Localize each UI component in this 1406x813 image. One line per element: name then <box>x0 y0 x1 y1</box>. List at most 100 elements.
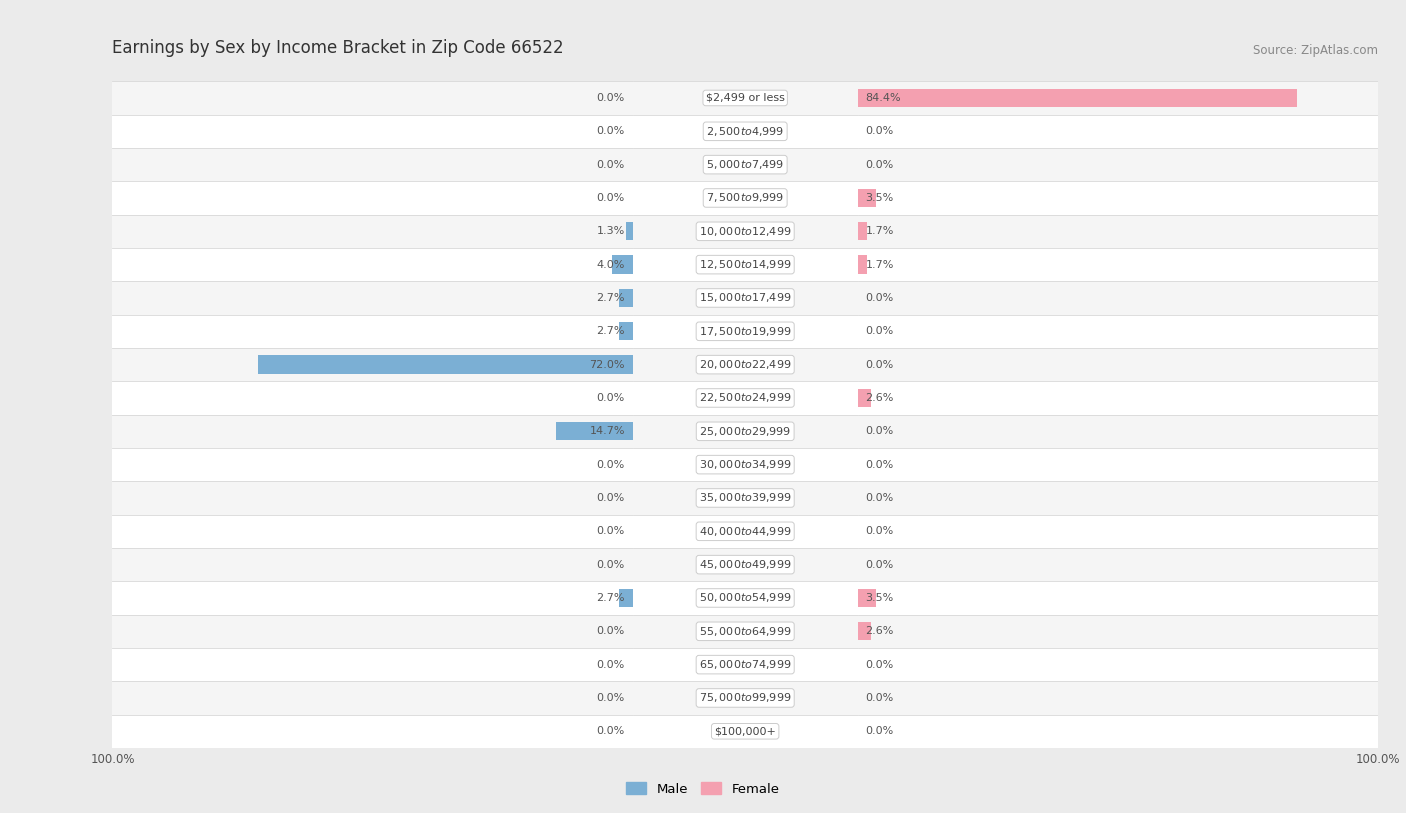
Bar <box>745 648 858 681</box>
Bar <box>627 615 633 648</box>
Bar <box>858 181 1378 215</box>
Bar <box>633 81 858 115</box>
Bar <box>745 281 858 315</box>
Bar <box>858 148 1378 181</box>
Bar <box>858 189 876 207</box>
Text: 2.6%: 2.6% <box>866 393 894 403</box>
Bar <box>112 448 633 481</box>
Bar <box>627 515 633 548</box>
Bar <box>627 248 633 281</box>
Text: $10,000 to $12,499: $10,000 to $12,499 <box>699 225 792 237</box>
Bar <box>858 389 872 407</box>
Text: 1.7%: 1.7% <box>866 226 894 237</box>
Text: 2.6%: 2.6% <box>866 626 894 637</box>
Text: 2.7%: 2.7% <box>596 293 624 303</box>
Bar <box>858 415 1378 448</box>
Text: 0.0%: 0.0% <box>866 693 894 703</box>
Bar <box>745 248 858 281</box>
Bar <box>745 715 858 748</box>
Bar <box>858 581 1378 615</box>
Bar <box>858 481 1378 515</box>
Text: 0.0%: 0.0% <box>866 659 894 670</box>
Text: $30,000 to $34,999: $30,000 to $34,999 <box>699 459 792 471</box>
Text: $7,500 to $9,999: $7,500 to $9,999 <box>706 192 785 204</box>
Bar <box>858 348 1378 381</box>
Bar <box>633 381 858 415</box>
Bar <box>858 581 863 615</box>
Bar <box>112 315 633 348</box>
Bar <box>633 715 858 748</box>
Bar <box>626 222 633 241</box>
Bar <box>858 89 1296 107</box>
Bar <box>745 615 858 648</box>
Bar <box>633 481 858 515</box>
Bar <box>627 415 633 448</box>
Bar <box>858 381 863 415</box>
Bar <box>627 715 633 748</box>
Text: 0.0%: 0.0% <box>596 559 624 570</box>
Bar <box>745 348 858 381</box>
Text: $5,000 to $7,499: $5,000 to $7,499 <box>706 159 785 171</box>
Bar <box>112 648 633 681</box>
Bar <box>633 515 858 548</box>
Text: 0.0%: 0.0% <box>596 159 624 170</box>
Text: $12,500 to $14,999: $12,500 to $14,999 <box>699 259 792 271</box>
Text: 4.0%: 4.0% <box>596 259 624 270</box>
Bar <box>633 215 858 248</box>
Text: $2,499 or less: $2,499 or less <box>706 93 785 103</box>
Bar <box>858 715 1378 748</box>
Bar <box>858 481 863 515</box>
Bar <box>858 81 863 115</box>
Bar <box>112 581 633 615</box>
Text: 14.7%: 14.7% <box>589 426 624 437</box>
Bar <box>858 255 866 274</box>
Bar <box>858 115 863 148</box>
Text: $15,000 to $17,499: $15,000 to $17,499 <box>699 292 792 304</box>
Bar <box>627 448 633 481</box>
Bar <box>858 222 866 241</box>
Bar <box>858 315 863 348</box>
Bar <box>745 148 858 181</box>
Text: Earnings by Sex by Income Bracket in Zip Code 66522: Earnings by Sex by Income Bracket in Zip… <box>112 39 564 57</box>
Text: $22,500 to $24,999: $22,500 to $24,999 <box>699 392 792 404</box>
Bar <box>858 348 863 381</box>
Text: 0.0%: 0.0% <box>596 93 624 103</box>
Bar <box>858 715 863 748</box>
Text: Source: ZipAtlas.com: Source: ZipAtlas.com <box>1253 44 1378 57</box>
Bar <box>633 281 858 315</box>
Bar <box>745 481 858 515</box>
Text: 0.0%: 0.0% <box>866 293 894 303</box>
Bar <box>858 215 863 248</box>
Bar <box>112 181 633 215</box>
Bar <box>619 322 633 341</box>
Bar <box>858 548 1378 581</box>
Bar <box>745 581 858 615</box>
Text: $40,000 to $44,999: $40,000 to $44,999 <box>699 525 792 537</box>
Text: 0.0%: 0.0% <box>596 393 624 403</box>
Bar <box>745 381 858 415</box>
Legend: Male, Female: Male, Female <box>620 776 786 802</box>
Bar <box>633 581 858 615</box>
Bar <box>633 415 858 448</box>
Bar <box>112 481 633 515</box>
Text: 1.3%: 1.3% <box>596 226 624 237</box>
Bar <box>858 181 863 215</box>
Bar <box>858 81 1378 115</box>
Text: $25,000 to $29,999: $25,000 to $29,999 <box>699 425 792 437</box>
Text: $55,000 to $64,999: $55,000 to $64,999 <box>699 625 792 637</box>
Bar <box>858 281 863 315</box>
Text: 2.7%: 2.7% <box>596 593 624 603</box>
Bar <box>633 348 858 381</box>
Text: $75,000 to $99,999: $75,000 to $99,999 <box>699 692 792 704</box>
Bar <box>745 115 858 148</box>
Text: $45,000 to $49,999: $45,000 to $49,999 <box>699 559 792 571</box>
Bar <box>627 115 633 148</box>
Bar <box>745 315 858 348</box>
Bar <box>112 248 633 281</box>
Bar <box>858 215 1378 248</box>
Text: 84.4%: 84.4% <box>866 93 901 103</box>
Text: 0.0%: 0.0% <box>866 726 894 737</box>
Bar <box>858 315 1378 348</box>
Text: 0.0%: 0.0% <box>596 459 624 470</box>
Bar <box>112 715 633 748</box>
